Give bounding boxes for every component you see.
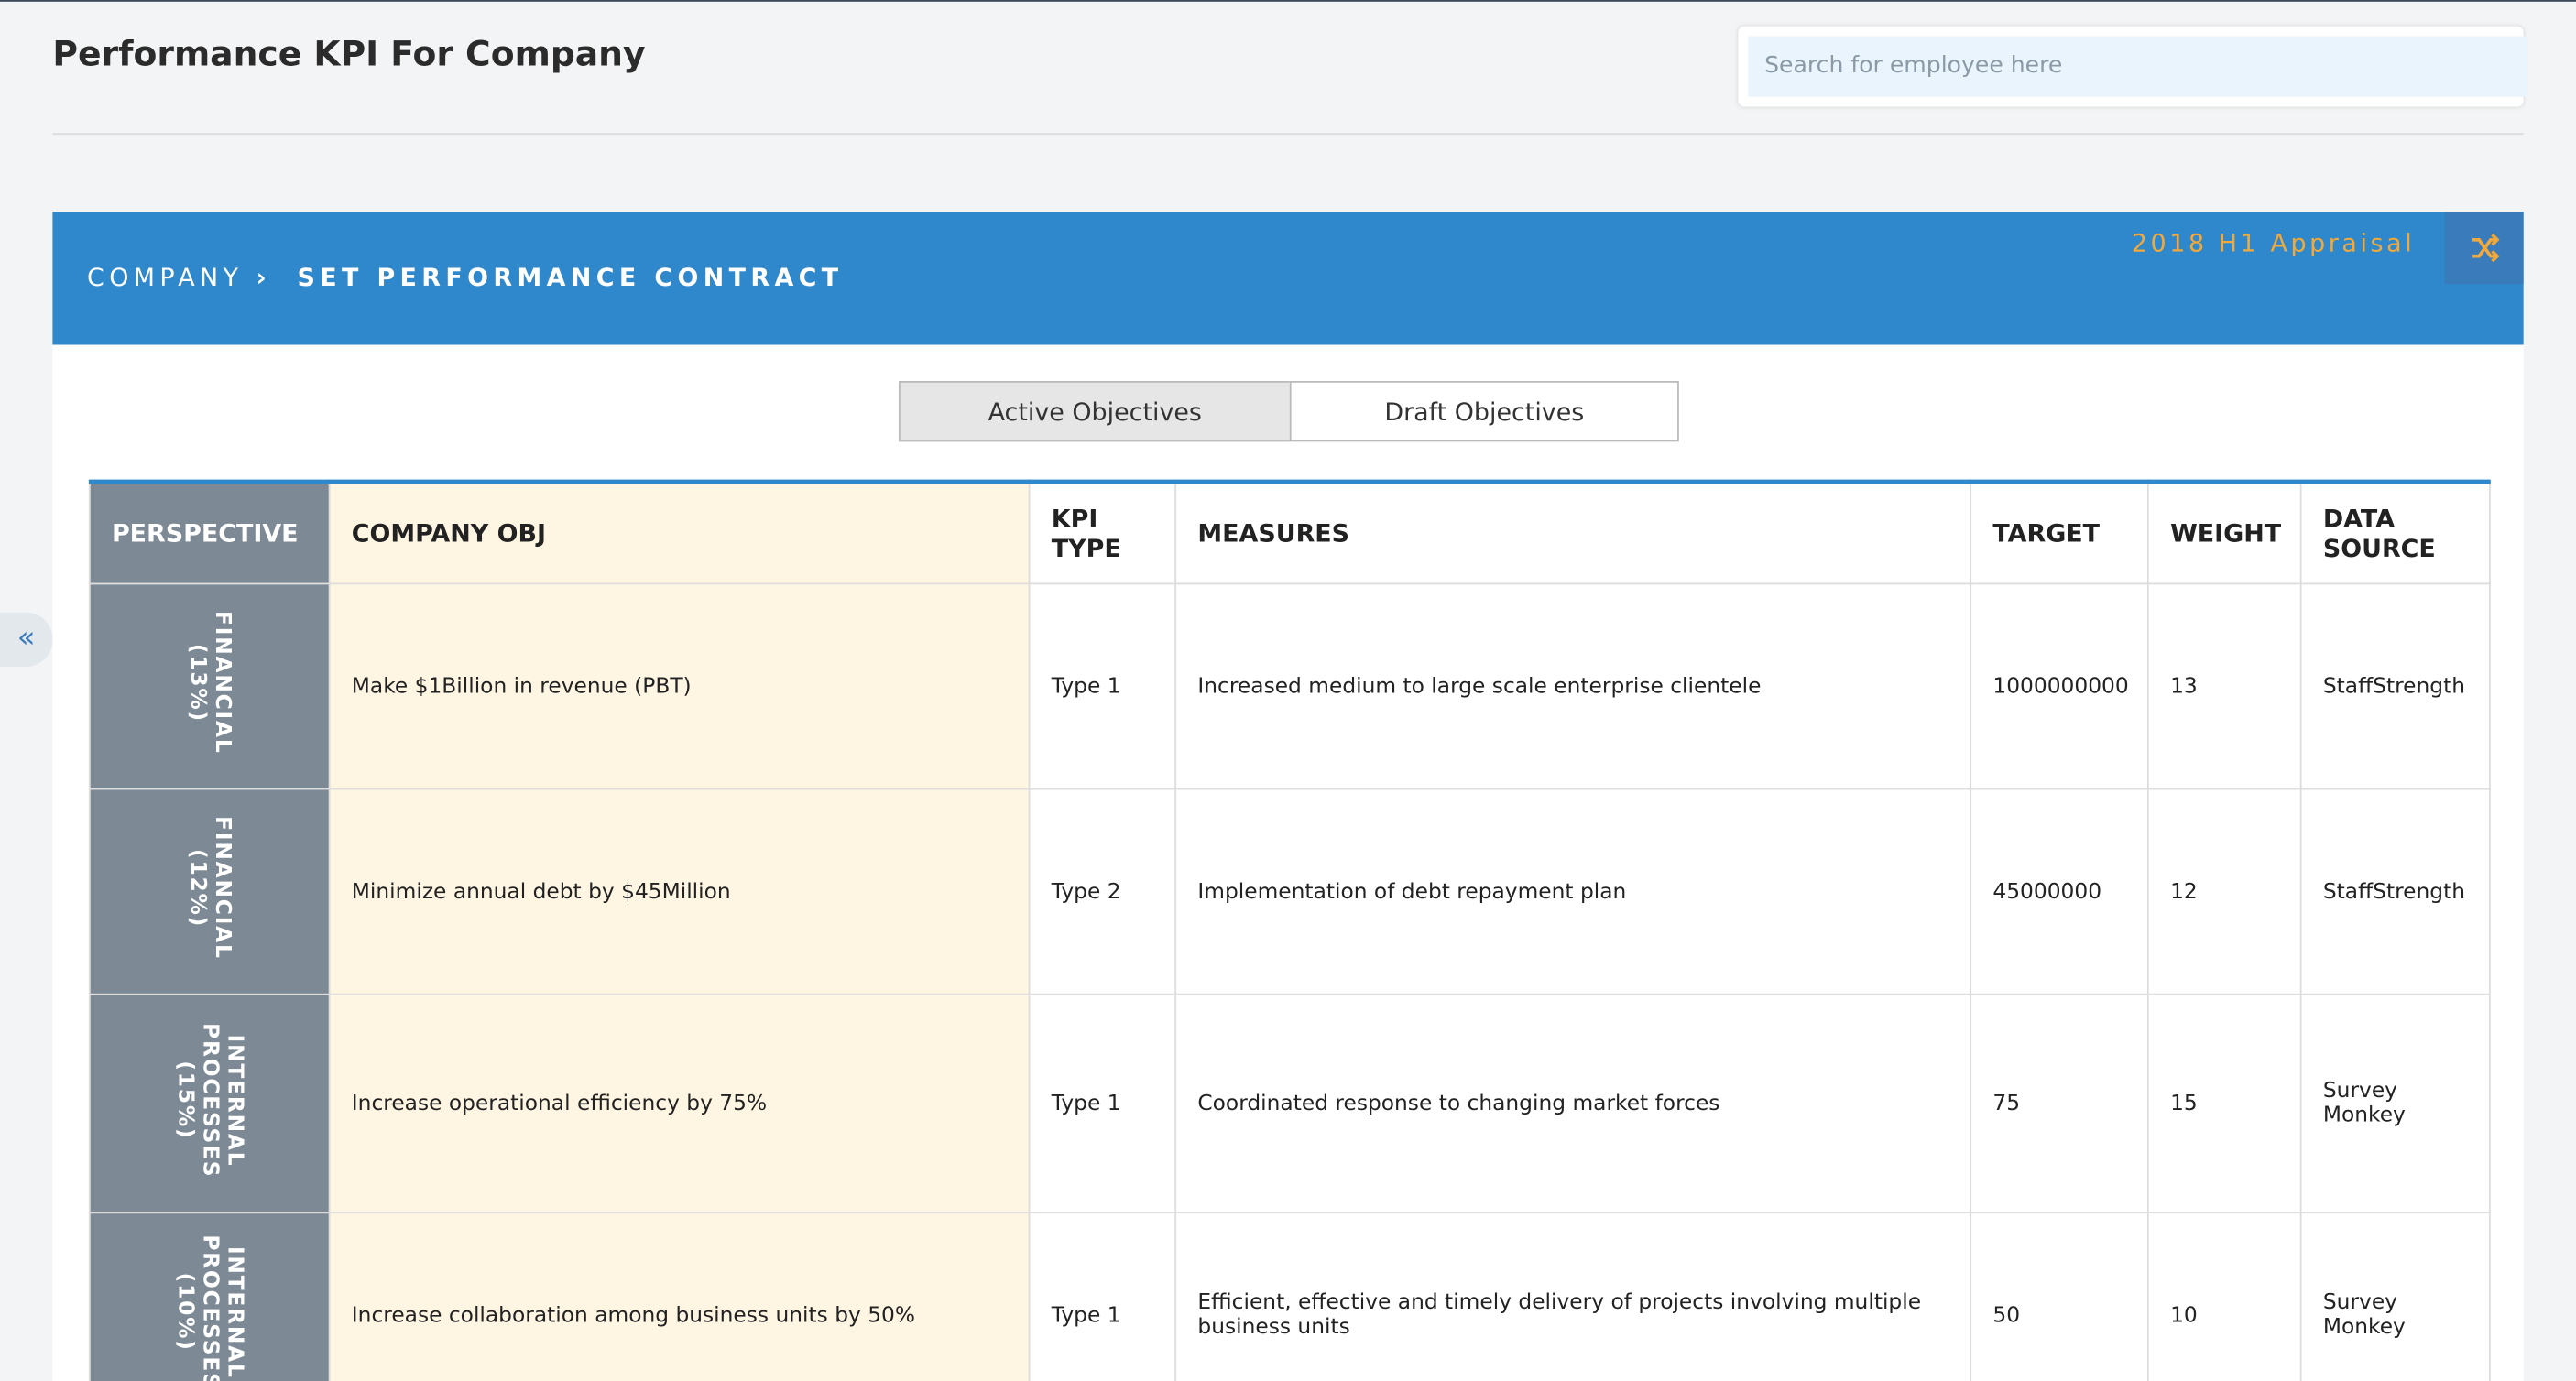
- column-header: DATA SOURCE: [2299, 481, 2491, 585]
- breadcrumb-root[interactable]: COMPANY: [87, 262, 244, 293]
- table-cell: Type 1: [1028, 1212, 1177, 1381]
- shuffle-icon: [2472, 234, 2500, 263]
- column-header: WEIGHT: [2146, 481, 2302, 585]
- column-header: MEASURES: [1174, 481, 1972, 585]
- column-header: KPI TYPE: [1028, 481, 1177, 585]
- table-cell: Minimize annual debt by $45Million: [328, 788, 1031, 995]
- table-cell: Survey Monkey: [2299, 1212, 2491, 1381]
- tab-active[interactable]: Active Objectives: [898, 380, 1292, 442]
- table-row: INTERNAL PROCESSES (10%) Increase collabo…: [88, 1212, 2491, 1381]
- table-cell: FINANCIAL (13%): [88, 582, 331, 790]
- breadcrumb-sep: ›: [256, 262, 272, 293]
- header-row: PERSPECTIVE COMPANY OBJ KPI TYPE MEASURES TA…: [88, 481, 2491, 585]
- breadcrumb-current: SET PERFORMANCE CONTRACT: [297, 262, 844, 293]
- page-title: Performance KPI For Company: [52, 34, 646, 74]
- table-cell: Coordinated response to changing market …: [1174, 993, 1972, 1214]
- table-row: FINANCIAL (13%) Make $1Billion in revenue…: [88, 582, 2491, 790]
- breadcrumb: COMPANY › SET PERFORMANCE CONTRACT: [87, 263, 843, 292]
- table-cell: 1000000000: [1970, 582, 2149, 790]
- table-cell: StaffStrength: [2299, 788, 2491, 995]
- table-cell: FINANCIAL (12%): [88, 788, 331, 995]
- perspective-label: INTERNAL PROCESSES (15%): [172, 1022, 247, 1179]
- perspective-label: INTERNAL PROCESSES (10%): [172, 1234, 247, 1381]
- search-input[interactable]: Search for employee here: [1748, 36, 2527, 97]
- table-cell: Implementation of debt repayment plan: [1174, 788, 1972, 995]
- table-cell: 50: [1970, 1212, 2149, 1381]
- table-cell: 15: [2146, 993, 2302, 1214]
- table-cell: Type 1: [1028, 582, 1177, 790]
- table-cell: INTERNAL PROCESSES (15%): [88, 993, 331, 1214]
- column-header: TARGET: [1970, 481, 2149, 585]
- divider: [52, 133, 2524, 136]
- table-cell: 13: [2146, 582, 2302, 790]
- content-panel: Active Objectives Draft Objectives PERSP…: [52, 344, 2524, 1381]
- table-cell: StaffStrength: [2299, 582, 2491, 790]
- table-cell: Efficient, effective and timely delivery…: [1174, 1212, 1972, 1381]
- column-header: PERSPECTIVE: [88, 481, 331, 585]
- table-row: FINANCIAL (12%) Minimize annual debt by $…: [88, 788, 2491, 995]
- table-cell: Make $1Billion in revenue (PBT): [328, 582, 1031, 790]
- perspective-label: FINANCIAL (13%): [184, 611, 235, 756]
- collapse-button[interactable]: «: [0, 612, 53, 667]
- table-cell: INTERNAL PROCESSES (10%): [88, 1212, 331, 1381]
- table-cell: Type 1: [1028, 993, 1177, 1214]
- appraisal-label: 2018 H1 Appraisal: [2131, 228, 2416, 258]
- column-header: COMPANY OBJ: [328, 481, 1031, 585]
- table-cell: 10: [2146, 1212, 2302, 1381]
- perspective-label: FINANCIAL (12%): [184, 816, 235, 961]
- table-cell: Survey Monkey: [2299, 993, 2491, 1214]
- banner: COMPANY › SET PERFORMANCE CONTRACT 2018 H…: [52, 212, 2524, 345]
- table-cell: Increase collaboration among business un…: [328, 1212, 1031, 1381]
- table-cell: Increased medium to large scale enterpri…: [1174, 582, 1972, 790]
- table-cell: 12: [2146, 788, 2302, 995]
- table-cell: Type 2: [1028, 788, 1177, 995]
- tab-draft[interactable]: Draft Objectives: [1289, 380, 1679, 442]
- kpi-table: PERSPECTIVE COMPANY OBJ KPI TYPE MEASURES TA…: [88, 479, 2491, 1381]
- table-cell: Increase operational efficiency by 75%: [328, 993, 1031, 1214]
- shuffle-button[interactable]: [2444, 212, 2524, 285]
- table-cell: 45000000: [1970, 788, 2149, 995]
- table-row: INTERNAL PROCESSES (15%) Increase operati…: [88, 993, 2491, 1214]
- search-box: Search for employee here: [1738, 26, 2527, 107]
- table-cell: 75: [1970, 993, 2149, 1214]
